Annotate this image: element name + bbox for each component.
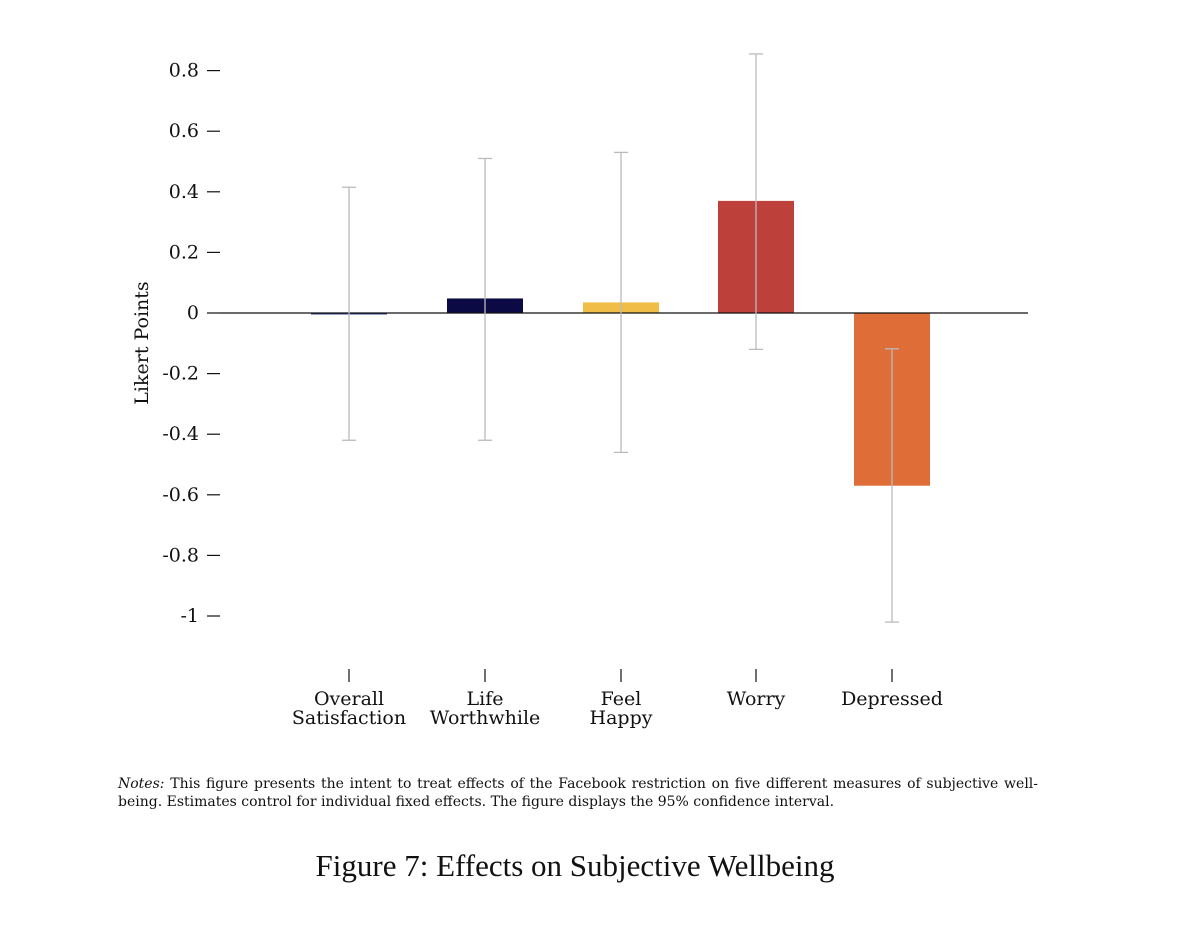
notes-label: Notes: — [118, 776, 165, 792]
y-tick-label: -0.2 — [162, 363, 199, 385]
x-tick-label: Happy — [590, 707, 653, 729]
y-tick-label: -0.4 — [162, 423, 199, 445]
y-tick-label: 0.4 — [169, 181, 199, 203]
figure-notes: Notes: This figure presents the intent t… — [118, 775, 1038, 811]
x-tick-label: Overall — [314, 688, 384, 710]
x-tick-label: Life — [467, 688, 504, 710]
y-tick-label: 0.8 — [169, 60, 199, 82]
notes-text: This figure presents the intent to treat… — [118, 776, 1039, 810]
x-tick-label: Depressed — [841, 688, 943, 710]
y-axis-label: Likert Points — [131, 281, 153, 404]
y-tick-label: 0.6 — [169, 120, 199, 142]
x-tick-label: Worthwhile — [430, 707, 541, 729]
x-tick-label: Satisfaction — [292, 707, 406, 729]
bar-chart: 0.8 0.6 0.4 0.2 0 -0.2 -0.4 -0.6 -0.8 -1 Likert P… — [131, 53, 1028, 729]
x-tick-label: Feel — [601, 688, 642, 710]
y-tick-label: -0.6 — [162, 484, 199, 506]
y-tick-label: 0.2 — [169, 241, 199, 263]
y-tick-label: 0 — [187, 302, 199, 324]
y-tick-label: -1 — [180, 605, 199, 627]
y-axis: 0.8 0.6 0.4 0.2 0 -0.2 -0.4 -0.6 -0.8 -1 — [162, 60, 220, 627]
y-tick-label: -0.8 — [162, 544, 199, 566]
x-tick-label: Worry — [727, 688, 786, 710]
confidence-intervals — [342, 53, 899, 623]
figure-caption: Figure 7: Effects on Subjective Wellbein… — [315, 848, 835, 883]
